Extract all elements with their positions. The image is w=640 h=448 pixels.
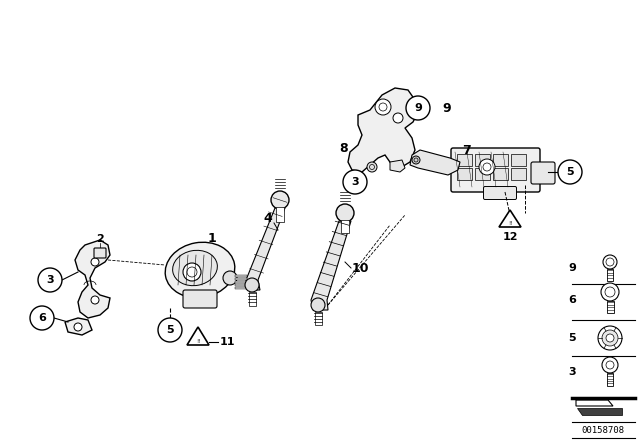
Bar xyxy=(341,220,349,233)
Circle shape xyxy=(479,159,495,175)
Circle shape xyxy=(601,283,619,301)
Text: 10: 10 xyxy=(352,262,369,275)
Circle shape xyxy=(602,357,618,373)
Text: 12: 12 xyxy=(502,232,518,242)
Ellipse shape xyxy=(165,242,235,298)
Circle shape xyxy=(598,326,622,350)
Polygon shape xyxy=(390,160,405,172)
Text: 6: 6 xyxy=(38,313,46,323)
Text: 3: 3 xyxy=(568,367,576,377)
Circle shape xyxy=(183,263,201,281)
Bar xyxy=(276,207,284,222)
FancyBboxPatch shape xyxy=(483,186,516,199)
Bar xyxy=(235,284,247,286)
Circle shape xyxy=(91,296,99,304)
Bar xyxy=(607,373,613,386)
Circle shape xyxy=(406,96,430,120)
Circle shape xyxy=(245,278,259,292)
Circle shape xyxy=(91,258,99,266)
FancyBboxPatch shape xyxy=(451,148,540,192)
Text: 1: 1 xyxy=(207,232,216,245)
Text: 6: 6 xyxy=(568,295,576,305)
Ellipse shape xyxy=(173,250,218,286)
Bar xyxy=(249,292,256,306)
Polygon shape xyxy=(75,240,110,318)
Polygon shape xyxy=(311,221,351,310)
FancyBboxPatch shape xyxy=(183,290,217,308)
Bar xyxy=(493,154,508,166)
Polygon shape xyxy=(410,150,460,175)
FancyBboxPatch shape xyxy=(94,248,106,258)
Circle shape xyxy=(38,268,62,292)
Text: !!: !! xyxy=(196,339,200,344)
Bar xyxy=(235,287,247,289)
Circle shape xyxy=(393,113,403,123)
Text: 3: 3 xyxy=(351,177,359,187)
Bar xyxy=(315,312,322,325)
Bar xyxy=(475,154,490,166)
Text: 3: 3 xyxy=(46,275,54,285)
Bar xyxy=(235,275,247,277)
Text: 00158708: 00158708 xyxy=(582,426,625,435)
Bar xyxy=(493,168,508,180)
Circle shape xyxy=(606,334,614,342)
Circle shape xyxy=(602,330,618,346)
Circle shape xyxy=(336,204,354,222)
Text: 5: 5 xyxy=(166,325,174,335)
Text: 5: 5 xyxy=(566,167,574,177)
Bar xyxy=(457,168,472,180)
Text: 11: 11 xyxy=(220,337,236,347)
Circle shape xyxy=(158,318,182,342)
Bar xyxy=(607,301,614,313)
Polygon shape xyxy=(499,210,521,227)
Circle shape xyxy=(412,156,420,164)
Bar xyxy=(235,278,247,280)
Text: 5: 5 xyxy=(568,333,576,343)
Bar xyxy=(475,168,490,180)
Bar xyxy=(511,154,526,166)
Circle shape xyxy=(311,298,325,312)
Text: 4: 4 xyxy=(264,211,273,224)
Polygon shape xyxy=(577,408,622,415)
Polygon shape xyxy=(576,400,613,406)
Circle shape xyxy=(271,191,289,209)
Circle shape xyxy=(367,162,377,172)
Circle shape xyxy=(223,271,237,285)
Circle shape xyxy=(603,255,617,269)
Text: 2: 2 xyxy=(96,234,104,244)
Text: !!: !! xyxy=(508,220,512,225)
Bar xyxy=(457,154,472,166)
Circle shape xyxy=(343,170,367,194)
Text: 8: 8 xyxy=(339,142,348,155)
Polygon shape xyxy=(65,318,92,335)
Polygon shape xyxy=(348,88,418,172)
Circle shape xyxy=(74,323,82,331)
Text: 7: 7 xyxy=(462,143,471,156)
FancyBboxPatch shape xyxy=(531,162,555,184)
Bar xyxy=(607,269,613,281)
Polygon shape xyxy=(246,208,285,290)
Bar xyxy=(511,168,526,180)
Bar xyxy=(235,281,247,283)
Text: 9: 9 xyxy=(568,263,576,273)
Circle shape xyxy=(30,306,54,330)
Circle shape xyxy=(558,160,582,184)
Polygon shape xyxy=(187,327,209,345)
Circle shape xyxy=(375,99,391,115)
Text: 9: 9 xyxy=(414,103,422,113)
Text: 9: 9 xyxy=(442,102,451,115)
